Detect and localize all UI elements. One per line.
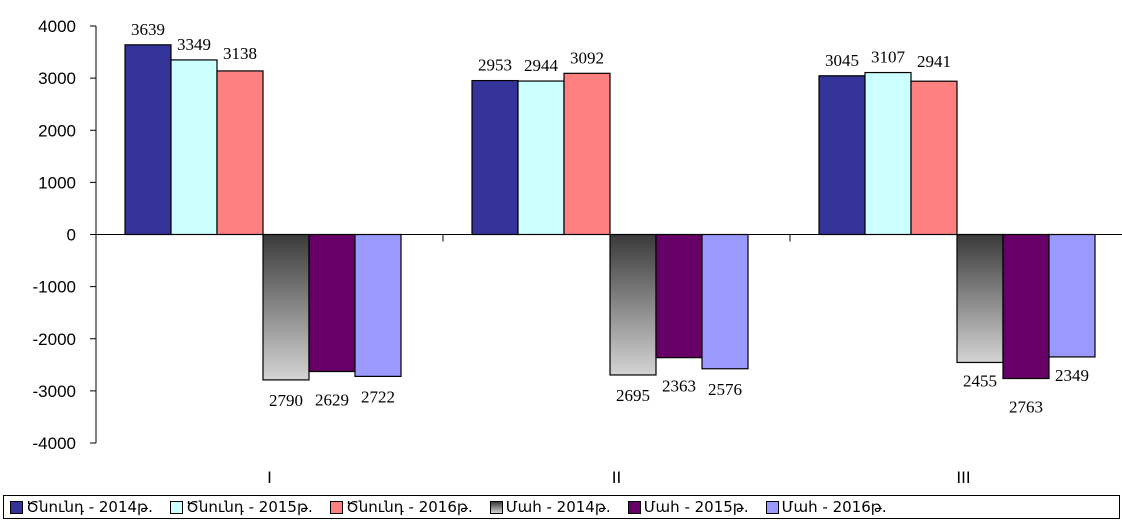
y-tick-label: 1000 [38, 173, 76, 192]
y-tick-label: -3000 [33, 382, 76, 401]
data-label: 2941 [917, 52, 951, 71]
bar [910, 80, 958, 236]
legend-item: Մահ - 2015թ. [627, 498, 749, 516]
data-label: 2763 [1009, 398, 1043, 417]
bar [216, 70, 264, 236]
bar [471, 79, 519, 236]
y-tick-label: 3000 [38, 69, 76, 88]
legend-label: Մահ - 2015թ. [643, 498, 749, 516]
y-tick-label: -2000 [33, 330, 76, 349]
bar [124, 44, 172, 236]
bar [170, 59, 218, 236]
bar [864, 71, 912, 236]
legend-item: Ծնունդ - 2015թ. [169, 498, 313, 516]
data-label: 3349 [177, 35, 211, 54]
legend-label: Ծնունդ - 2014թ. [26, 498, 153, 516]
data-label: 2944 [524, 56, 559, 75]
data-label: 3045 [825, 51, 859, 70]
y-tick-label: 2000 [38, 121, 76, 140]
bar [354, 233, 402, 377]
data-label: 2349 [1055, 366, 1089, 385]
legend-label: Ծնունդ - 2016թ. [345, 498, 473, 516]
legend-swatch [169, 500, 183, 514]
data-labels: 3639 2953 3045 3349 2944 3107 3138 3092 2941 2790… [131, 20, 1089, 417]
bar [517, 80, 565, 236]
y-tick-label: -1000 [33, 278, 76, 297]
legend-swatch [765, 500, 779, 514]
legend-swatch [329, 500, 343, 514]
legend-swatch [10, 500, 23, 514]
data-label: 3092 [570, 48, 604, 67]
bar [563, 72, 611, 236]
legend-swatch [627, 500, 641, 514]
data-label: 2790 [269, 391, 303, 410]
bar [262, 233, 310, 381]
legend-item: Մահ - 2016թ. [765, 498, 887, 516]
y-tick-label: 0 [67, 226, 76, 245]
bar [956, 233, 1004, 364]
bar [818, 75, 866, 236]
y-tick-label: -4000 [33, 434, 76, 453]
category-label: II [612, 468, 621, 487]
data-label: 2722 [361, 387, 395, 406]
data-label: 2629 [315, 391, 349, 410]
y-tick-label: 4000 [38, 17, 76, 36]
bar [1048, 233, 1096, 358]
bar [1002, 233, 1050, 380]
legend-item: Ծնունդ - 2016թ. [329, 498, 473, 516]
legend-label: Ծնունդ - 2015թ. [185, 498, 313, 516]
data-label: 3639 [131, 20, 165, 39]
legend-item: Ծնունդ - 2014թ. [10, 498, 153, 516]
bar [655, 233, 703, 359]
data-label: 3138 [223, 44, 257, 63]
data-label: 3107 [871, 48, 906, 67]
y-axis: 4000 3000 2000 1000 0 -1000 -2000 -3000 -4000 [33, 17, 97, 453]
bar [609, 233, 657, 376]
data-label: 2576 [708, 380, 742, 399]
data-label: 2953 [478, 56, 512, 75]
data-label: 2363 [662, 377, 696, 396]
legend-label: Մահ - 2014թ. [505, 498, 611, 516]
data-label: 2695 [616, 386, 650, 405]
category-label: III [956, 468, 970, 487]
data-label: 2455 [963, 371, 997, 390]
legend-swatch [489, 500, 503, 514]
category-label: I [267, 468, 272, 487]
bars [124, 44, 1096, 381]
bar [701, 233, 749, 370]
bar [308, 233, 356, 373]
legend: Ծնունդ - 2014թ. Ծնունդ - 2015թ. Ծնունդ - 2… [3, 495, 1120, 519]
legend-item: Մահ - 2014թ. [489, 498, 611, 516]
legend-label: Մահ - 2016թ. [781, 498, 887, 516]
